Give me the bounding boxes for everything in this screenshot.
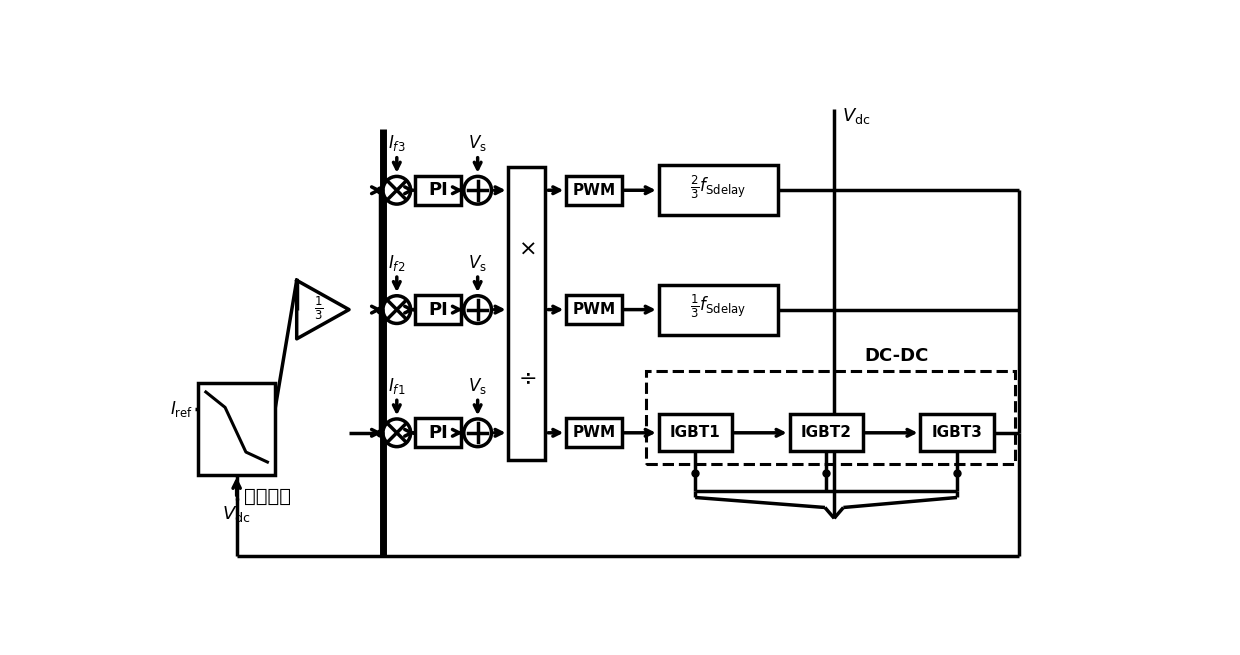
Text: $\times$: $\times$ [518, 239, 536, 259]
Bar [658, 284, 777, 335]
Text: IGBT3: IGBT3 [931, 425, 982, 440]
Bar [790, 415, 863, 451]
Text: $\frac{1}{3}$: $\frac{1}{3}$ [314, 294, 324, 322]
Text: PI: PI [429, 424, 448, 442]
Bar [658, 415, 732, 451]
Bar [567, 418, 621, 447]
Text: $I_{f2}$: $I_{f2}$ [388, 253, 405, 272]
Text: PWM: PWM [573, 425, 615, 440]
Bar [567, 176, 621, 205]
Circle shape [464, 296, 491, 324]
Bar [415, 295, 461, 324]
Text: $I_{\mathrm{ref}}$: $I_{\mathrm{ref}}$ [170, 399, 193, 419]
Text: $V_{\mathrm{s}}$: $V_{\mathrm{s}}$ [469, 253, 487, 272]
Text: $V_{\mathrm{s}}$: $V_{\mathrm{s}}$ [469, 133, 487, 153]
Text: $I_{f1}$: $I_{f1}$ [388, 376, 405, 396]
Text: $\frac{1}{3}f_{\mathrm{Sdelay}}$: $\frac{1}{3}f_{\mathrm{Sdelay}}$ [691, 293, 746, 320]
Circle shape [464, 419, 491, 447]
Text: PI: PI [429, 301, 448, 318]
Text: PI: PI [429, 181, 448, 199]
Bar [415, 418, 461, 447]
Bar [920, 415, 993, 451]
Circle shape [383, 419, 410, 447]
Text: PWM: PWM [573, 302, 615, 317]
Text: DC-DC: DC-DC [864, 347, 929, 365]
Bar [646, 371, 1016, 464]
Circle shape [464, 176, 491, 204]
Circle shape [383, 296, 410, 324]
Text: $V_{\mathrm{dc}}$: $V_{\mathrm{dc}}$ [842, 105, 870, 126]
Text: 下垂曲线: 下垂曲线 [244, 487, 291, 506]
Bar [415, 176, 461, 205]
Bar [567, 295, 621, 324]
Text: $\div$: $\div$ [518, 368, 536, 388]
Circle shape [383, 176, 410, 204]
Text: $\frac{2}{3}f_{\mathrm{Sdelay}}$: $\frac{2}{3}f_{\mathrm{Sdelay}}$ [691, 174, 746, 201]
Bar [658, 165, 777, 215]
Text: PWM: PWM [573, 183, 615, 198]
Text: $V_{\mathrm{s}}$: $V_{\mathrm{s}}$ [469, 376, 487, 396]
Bar [198, 383, 275, 475]
Text: IGBT2: IGBT2 [801, 425, 852, 440]
Bar [508, 167, 546, 460]
Text: $I_{f3}$: $I_{f3}$ [388, 133, 405, 153]
Text: IGBT1: IGBT1 [670, 425, 720, 440]
Text: $V_{\mathrm{dc}}$: $V_{\mathrm{dc}}$ [222, 504, 250, 525]
